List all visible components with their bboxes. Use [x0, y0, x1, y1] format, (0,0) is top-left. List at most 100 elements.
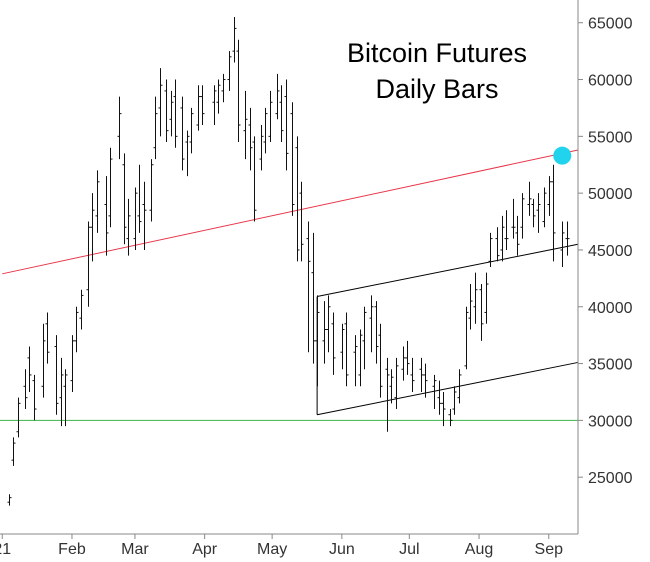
x-tick-label: Jul	[399, 541, 419, 558]
price-bar	[326, 295, 331, 353]
price-bar	[117, 96, 122, 160]
price-bar	[7, 494, 12, 506]
y-tick-label: 40000	[588, 300, 633, 317]
price-bar	[169, 90, 174, 137]
price-bar	[419, 357, 424, 392]
price-bar	[79, 289, 84, 330]
y-tick-label: 65000	[588, 16, 633, 33]
price-bar	[464, 306, 469, 370]
price-bar	[16, 397, 21, 438]
price-bar	[551, 164, 556, 262]
price-bar	[259, 124, 264, 171]
price-bar	[385, 357, 390, 432]
highlight-marker	[553, 146, 572, 165]
price-bar	[311, 232, 316, 364]
price-bar	[173, 79, 178, 148]
price-bar	[63, 369, 68, 427]
trendline-2	[317, 361, 579, 416]
price-bar	[299, 181, 304, 262]
price-bar	[180, 96, 185, 171]
price-bar	[90, 193, 95, 262]
price-bar	[252, 136, 257, 222]
price-bar	[484, 272, 489, 324]
y-tick-label: 25000	[588, 470, 633, 487]
price-bar	[410, 357, 415, 392]
price-bar	[227, 51, 232, 91]
price-bar	[353, 335, 358, 387]
price-bar	[248, 107, 253, 171]
price-bar	[158, 68, 163, 137]
price-bar	[389, 369, 394, 404]
trendline-0	[2, 149, 579, 275]
price-bar	[520, 193, 525, 239]
trendline-1	[317, 243, 579, 298]
price-bar	[108, 147, 113, 228]
price-bar	[432, 374, 437, 410]
price-bar	[479, 284, 484, 341]
price-bar	[290, 102, 295, 216]
y-tick-label: 55000	[588, 129, 633, 146]
price-bar	[536, 193, 541, 233]
x-axis-ticks: 21 Feb Mar Apr May Jun Jul Aug Sep	[0, 534, 563, 558]
price-bar	[448, 409, 453, 427]
price-bar	[126, 198, 131, 256]
price-bar	[185, 130, 190, 177]
chart-title-line-1: Bitcoin Futures	[347, 38, 527, 68]
price-bar	[243, 90, 248, 160]
price-bar	[500, 215, 505, 262]
price-bar	[340, 323, 345, 370]
price-bar	[358, 329, 363, 387]
y-axis-ticks: 25000 30000 35000 40000 45000 50000 55000 60000…	[578, 16, 633, 487]
price-bar	[284, 79, 289, 171]
price-bar	[452, 386, 457, 415]
price-bar	[378, 323, 383, 398]
price-bar	[473, 272, 478, 324]
price-bar	[560, 221, 565, 267]
price-bar	[189, 107, 194, 154]
price-bar	[41, 323, 46, 398]
price-bar	[405, 340, 410, 375]
chart-title-line-2: Daily Bars	[375, 74, 498, 104]
price-bar	[322, 301, 327, 364]
price-bar	[142, 181, 147, 250]
price-bar	[437, 380, 442, 415]
price-bar	[70, 335, 75, 392]
y-tick-label: 60000	[588, 73, 633, 90]
price-bar	[95, 170, 100, 233]
x-tick-label: 21	[0, 541, 11, 558]
price-bar	[164, 79, 169, 143]
price-bar	[542, 187, 547, 228]
price-bar	[488, 232, 493, 267]
price-bar	[495, 227, 500, 262]
price-bar	[11, 437, 16, 466]
price-bar	[149, 159, 154, 222]
price-bar	[374, 301, 379, 364]
price-bar	[468, 284, 473, 330]
price-bar	[279, 85, 284, 143]
y-tick-label: 35000	[588, 357, 633, 374]
x-tick-label: Aug	[465, 541, 493, 558]
price-bar	[122, 153, 127, 245]
trendlines	[0, 149, 579, 421]
price-bar	[441, 391, 446, 427]
price-bar	[221, 73, 226, 103]
price-bars	[7, 17, 570, 506]
price-bar	[23, 369, 28, 410]
price-bar	[54, 335, 59, 415]
price-bar	[137, 164, 142, 233]
marker-layer	[553, 146, 572, 165]
price-bar	[565, 221, 570, 256]
price-bar	[153, 96, 158, 160]
price-bar	[74, 306, 79, 353]
price-bar	[362, 306, 367, 370]
price-bar	[394, 357, 399, 410]
y-tick-label: 45000	[588, 243, 633, 260]
price-bar	[86, 221, 91, 307]
price-bar	[331, 312, 336, 375]
price-bar	[268, 90, 273, 143]
price-bar	[200, 85, 205, 125]
price-bar	[511, 198, 516, 239]
x-tick-label: Jun	[329, 541, 355, 558]
price-bar	[263, 107, 268, 154]
price-bar	[401, 346, 406, 381]
